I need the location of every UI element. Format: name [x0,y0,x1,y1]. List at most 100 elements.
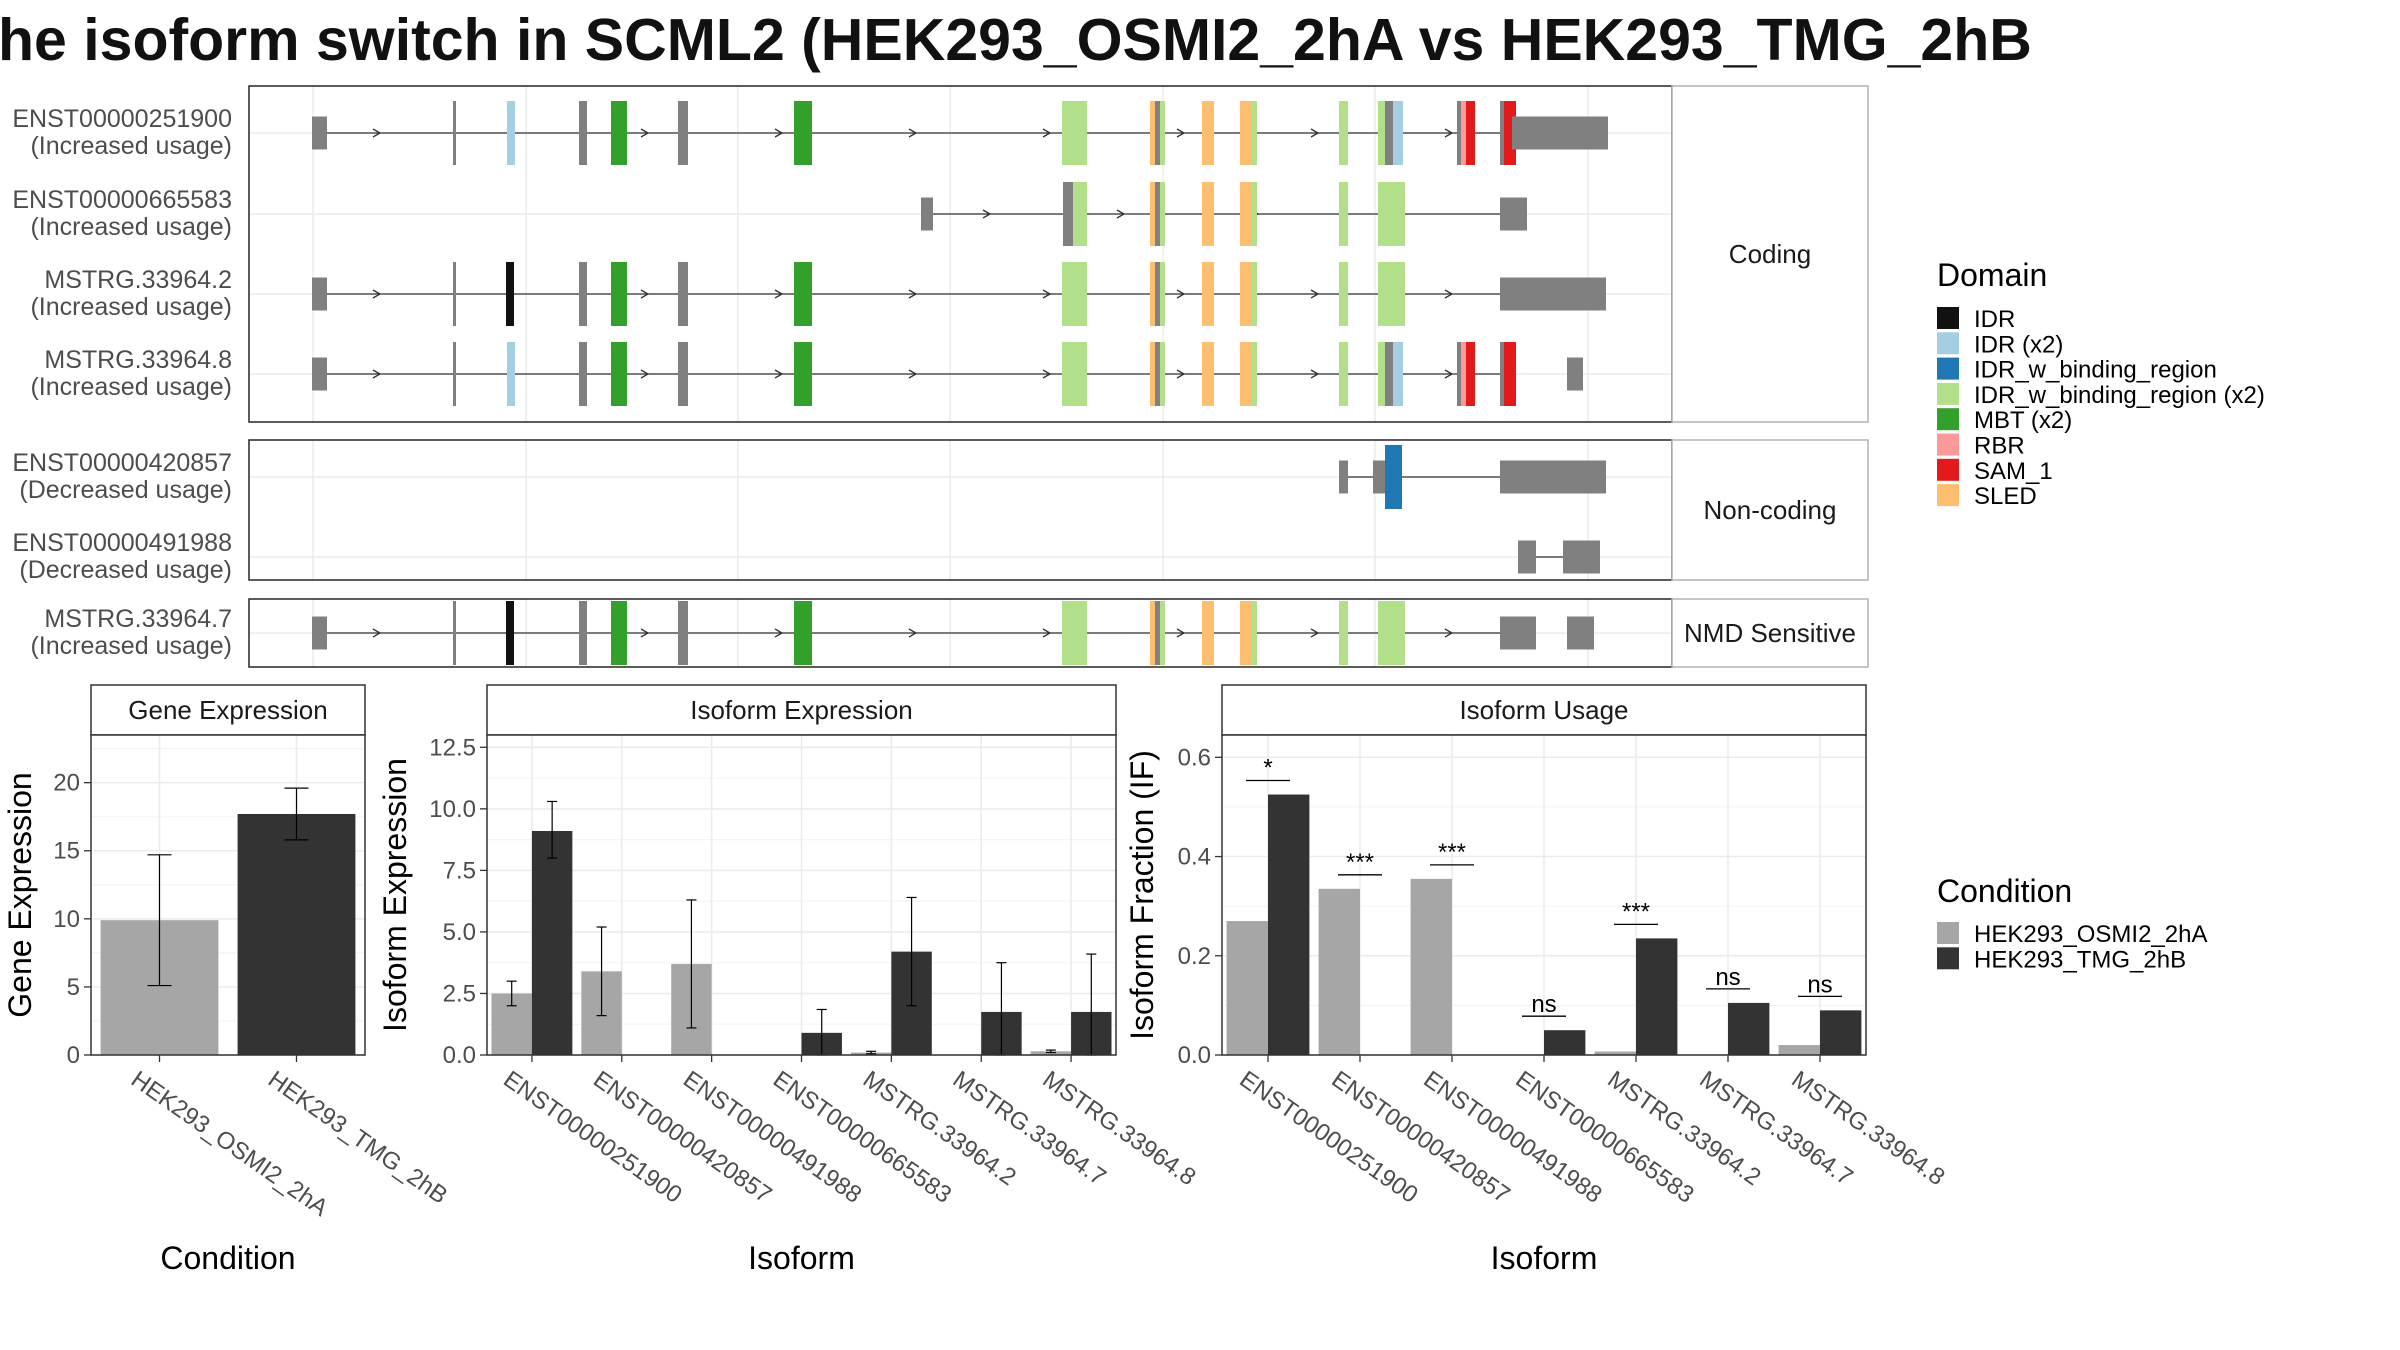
y-tick-label: 0.0 [1178,1042,1211,1069]
isoform-expression-chart: Isoform Expression0.02.55.07.510.012.5EN… [377,684,1201,1276]
transcript-id-label: ENST00000491988 [12,529,232,557]
y-axis-title: Isoform Expression [377,758,413,1032]
bar [1030,1051,1072,1055]
cds-exon [678,342,688,406]
cds-exon [1393,101,1403,165]
x-axis-title: Isoform [1491,1240,1598,1276]
legend-swatch [1937,922,1959,944]
intron-arrow [908,128,918,138]
legend-label: HEK293_OSMI2_2hA [1974,921,2207,948]
cds-exon [1252,342,1257,406]
transcript-row: ENST00000491988(Decreased usage) [12,529,1600,584]
cds-exon [611,601,627,665]
cds-exon [1252,262,1257,326]
cds-exon [1504,342,1516,406]
cds-exon [1385,342,1393,406]
structure-panel-2: NMD Sensitive MSTRG.33964.7(Increased usa… [30,598,1869,668]
cds-exon [1252,182,1257,246]
cds-exon [1500,101,1504,165]
panel-border [1221,734,1867,1056]
y-tick-label: 20 [53,770,80,797]
legend-label: IDR_w_binding_region [1974,357,2217,384]
transcript-usage-label: (Increased usage) [30,213,232,241]
intron-arrow [774,289,784,299]
transcript-row: MSTRG.33964.7(Increased usage) [30,601,1594,665]
intron-arrow [774,628,784,638]
y-axis-title: Gene Expression [2,772,38,1017]
cds-exon [1062,601,1087,665]
utr-exon [1563,540,1600,574]
cds-exon [611,262,627,326]
cds-exon [1240,342,1252,406]
bar [1268,794,1310,1055]
cds-exon [579,101,587,165]
x-tick-label: MSTRG.33964.7 [1695,1066,1858,1191]
x-tick-label: MSTRG.33964.8 [1787,1066,1950,1191]
panel-border [486,734,1117,1056]
bar [1594,1051,1636,1055]
cds-exon [1202,601,1214,665]
significance-label: ns [1807,971,1832,998]
cds-exon [1378,262,1405,326]
utr-exon [312,616,327,650]
significance-label: *** [1438,839,1466,866]
cds-exon [1240,182,1252,246]
intron-arrow [1042,289,1052,299]
cds-exon [1339,262,1348,326]
y-tick-label: 5 [67,974,80,1001]
utr-exon [1500,460,1606,494]
cds-exon [579,342,587,406]
intron-arrow [1042,369,1052,379]
cds-exon [1457,342,1461,406]
transcript-usage-label: (Decreased usage) [19,556,232,584]
utr-exon [1500,277,1606,311]
facet-strip-label: Isoform Usage [1459,695,1628,725]
cds-exon [453,262,456,326]
figure-title: he isoform switch in SCML2 (HEK293_OSMI2… [0,7,2032,73]
intron-arrow [1176,128,1186,138]
y-tick-label: 0.6 [1178,744,1211,771]
transcript-row: ENST00000251900(Increased usage) [12,101,1608,165]
legend-swatch [1937,408,1959,431]
legend-swatch [1937,357,1959,380]
cds-exon [1457,101,1461,165]
cds-exon [1062,262,1087,326]
intron-arrow [372,628,382,638]
y-axis-title: Isoform Fraction (IF) [1124,750,1160,1040]
transcript-id-label: ENST00000251900 [12,105,232,133]
facet-strip-label: Isoform Expression [690,695,913,725]
cds-exon [1461,101,1466,165]
utr-exon [312,116,327,150]
transcript-usage-label: (Increased usage) [30,632,232,660]
y-tick-label: 10.0 [429,796,476,823]
cds-exon [1160,182,1165,246]
x-axis-title: Condition [160,1240,295,1276]
legend-label: SAM_1 [1974,458,2053,485]
cds-exon [1252,101,1257,165]
panel-background [249,440,1672,580]
cds-exon [1393,342,1403,406]
bar [1778,1045,1820,1055]
transcript-id-label: MSTRG.33964.2 [44,266,232,294]
transcript-usage-label: (Increased usage) [30,373,232,401]
cds-exon [1240,101,1252,165]
cds-exon [1378,101,1385,165]
legend-swatch [1937,458,1959,481]
bar [1410,878,1452,1055]
cds-exon [1240,601,1252,665]
panel-border [90,734,366,1056]
cds-exon [1378,601,1405,665]
legend-swatch [1937,332,1959,355]
legend-label: IDR (x2) [1974,331,2063,358]
facet-strip [1671,439,1869,581]
cds-exon [1339,101,1348,165]
intron-arrow [1310,628,1320,638]
facet-strip [1671,85,1869,423]
intron-arrow [1176,628,1186,638]
transcript-row: ENST00000665583(Increased usage) [12,182,1527,246]
legend-swatch [1937,947,1959,970]
intron-arrow [774,128,784,138]
